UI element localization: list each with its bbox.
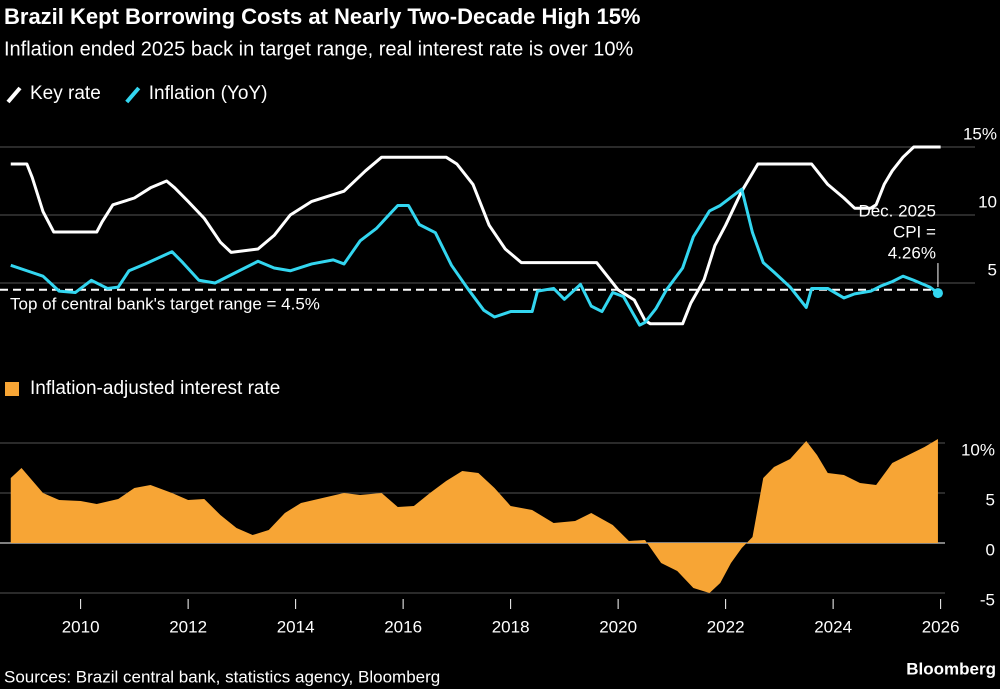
x-tick-label: 2024 (814, 617, 852, 636)
y-tick-label: 10% (961, 440, 995, 459)
area (10, 439, 938, 593)
x-tick-label: 2020 (599, 617, 637, 636)
end-point (932, 288, 943, 299)
chart-subtitle: Inflation ended 2025 back in target rang… (4, 38, 633, 60)
x-tick-label: 2018 (492, 617, 530, 636)
y-tick-label: 0 (986, 540, 995, 559)
annotation: CPI = (893, 222, 936, 241)
y-tick-label: 5 (986, 490, 995, 509)
line (10, 187, 939, 327)
x-tick-label: 2016 (384, 617, 422, 636)
line (10, 145, 941, 326)
y-tick-label: 5 (988, 260, 997, 279)
x-tick-label: 2014 (277, 617, 315, 636)
legend-label: Inflation (YoY) (149, 83, 268, 104)
brand: Bloomberg (906, 659, 996, 678)
source: Sources: Brazil central bank, statistics… (4, 667, 440, 686)
annotation: 4.26% (888, 243, 936, 262)
x-tick-label: 2026 (922, 617, 960, 636)
legend-icon (5, 382, 19, 396)
y-tick-label: -5 (980, 590, 995, 609)
legend-icon (6, 86, 22, 104)
legend-label: Key rate (30, 83, 101, 104)
x-tick-label: 2012 (169, 617, 207, 636)
legend-icon (125, 86, 141, 104)
target-label: Top of central bank's target range = 4.5… (10, 294, 320, 313)
y-tick-label: 15% (963, 124, 997, 143)
x-tick-label: 2010 (62, 617, 100, 636)
chart-title: Brazil Kept Borrowing Costs at Nearly Tw… (4, 4, 641, 29)
annotation: Dec. 2025 (858, 201, 936, 220)
y-tick-label: 10 (978, 192, 997, 211)
legend-label: Inflation-adjusted interest rate (30, 378, 280, 399)
x-tick-label: 2022 (707, 617, 745, 636)
